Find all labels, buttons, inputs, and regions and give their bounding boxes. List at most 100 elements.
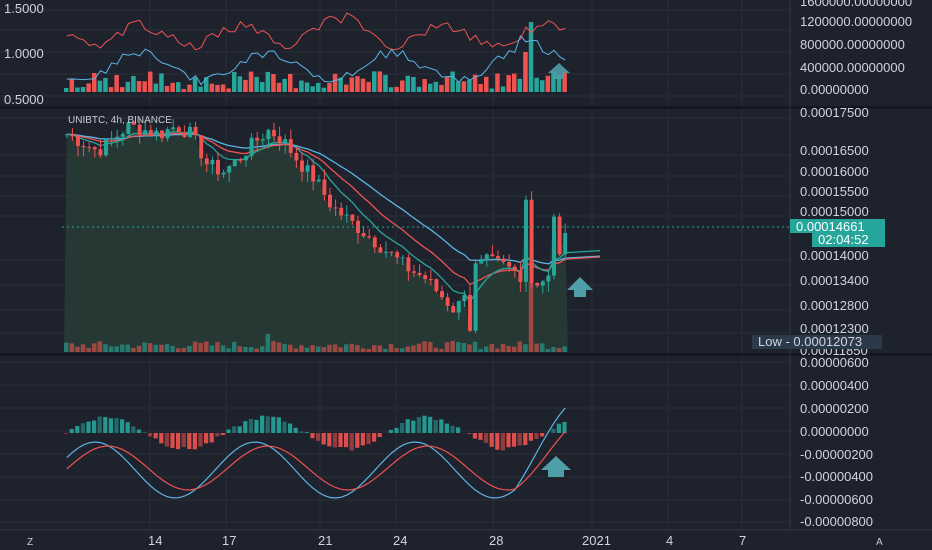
macd-tick: 0.00000000	[800, 424, 869, 439]
panel-separator	[0, 106, 932, 109]
volume-bar	[489, 344, 495, 352]
volume-bar	[86, 347, 91, 352]
price-tick: 0.00012300	[800, 321, 869, 336]
volume-bar	[288, 344, 293, 352]
volume-bar	[444, 342, 450, 352]
histogram-bar	[556, 423, 561, 433]
candle-body	[552, 216, 556, 276]
volume-bar	[103, 344, 108, 352]
top-bar	[120, 87, 125, 92]
top-bar	[360, 78, 366, 92]
top-bar	[467, 79, 472, 92]
top-bar	[523, 52, 528, 92]
candle-body	[322, 179, 327, 195]
histogram-bar	[271, 416, 276, 433]
histogram-bar	[450, 425, 455, 433]
histogram-bar	[276, 417, 281, 433]
top-bar	[372, 71, 377, 92]
top-bar	[433, 81, 439, 92]
price-tick: 0.00016500	[800, 143, 869, 158]
candle-body	[266, 129, 271, 140]
top-bar	[540, 80, 545, 92]
top-bar	[187, 84, 192, 92]
top-bar	[69, 79, 75, 92]
histogram-bar	[176, 433, 181, 450]
candle-body	[350, 214, 355, 221]
date-tick: 4	[666, 533, 673, 548]
top-bar	[125, 81, 131, 92]
macd-tick: -0.00000800	[800, 514, 873, 529]
candle-body	[479, 259, 484, 264]
price-panel[interactable]: UNIBTC, 4h, BINANCE	[62, 115, 790, 352]
histogram-bar	[136, 429, 141, 433]
top-bar	[416, 86, 422, 92]
volume-bar	[97, 341, 103, 352]
volume-bar	[433, 347, 439, 352]
candle-body	[165, 129, 170, 139]
volume-bar	[176, 348, 181, 352]
time-axis[interactable]: Z 14 17 21 24 28 2021 4 7 A	[27, 533, 883, 548]
candle-body	[76, 136, 80, 146]
candle-body	[221, 172, 226, 175]
top-bar	[388, 87, 394, 92]
top-bar	[232, 71, 237, 92]
histogram-bar	[562, 421, 567, 433]
histogram-bar	[232, 426, 237, 433]
macd-right-axis: 0.00000600 0.00000400 0.00000200 0.00000…	[800, 355, 873, 529]
histogram-bar	[108, 418, 113, 433]
top-bar	[75, 87, 80, 92]
candle-body	[535, 282, 540, 286]
volume-bar	[528, 282, 534, 352]
histogram-bar	[444, 423, 449, 433]
histogram-bar	[86, 421, 91, 433]
volume-bar	[153, 344, 159, 352]
histogram-bar	[439, 419, 444, 433]
candle-body	[143, 130, 148, 135]
top-bar	[338, 77, 343, 92]
histogram-bar	[237, 426, 242, 433]
candle-body	[272, 129, 276, 137]
candle-body	[473, 263, 478, 331]
top-bar	[484, 76, 489, 92]
candle-body	[126, 122, 131, 135]
top-bar	[478, 84, 483, 92]
price-tick: 0.00012800	[800, 298, 869, 313]
volume-bar	[254, 348, 259, 352]
up-arrow-icon	[548, 63, 570, 79]
histogram-bar	[332, 433, 337, 448]
candle-body	[120, 134, 125, 137]
histogram-bar	[428, 416, 433, 433]
histogram-bar	[69, 429, 74, 433]
top-left-tick: 1.0000	[4, 46, 44, 61]
volume-bar	[512, 346, 517, 352]
histogram-bar	[310, 433, 315, 439]
histogram-bar	[125, 422, 130, 433]
top-right-tick: 800000.00000000	[800, 37, 905, 52]
histogram-bar	[366, 433, 371, 445]
histogram-bar	[64, 433, 69, 434]
candle-body	[227, 166, 232, 173]
top-bar	[192, 77, 198, 92]
candle-body	[361, 232, 366, 237]
macd-panel[interactable]	[64, 407, 567, 499]
volume-bar	[411, 345, 416, 352]
histogram-bar	[103, 417, 108, 433]
candle-body	[372, 237, 377, 248]
volume-indicator-panel[interactable]	[64, 12, 567, 92]
histogram-bar	[164, 433, 169, 447]
top-bar	[517, 78, 523, 92]
timezone-icon[interactable]: Z	[27, 537, 33, 548]
candle-body	[255, 137, 260, 141]
candle-body	[524, 199, 528, 282]
volume-bar	[383, 348, 388, 352]
candle-body	[412, 271, 416, 273]
volume-bar	[316, 346, 321, 352]
top-bar	[237, 76, 243, 92]
auto-scale-icon[interactable]: A	[876, 537, 883, 548]
top-bar	[495, 73, 500, 92]
volume-bar	[209, 345, 215, 352]
volume-bar	[428, 342, 433, 352]
date-tick: 28	[489, 533, 503, 548]
volume-bar	[506, 346, 511, 352]
